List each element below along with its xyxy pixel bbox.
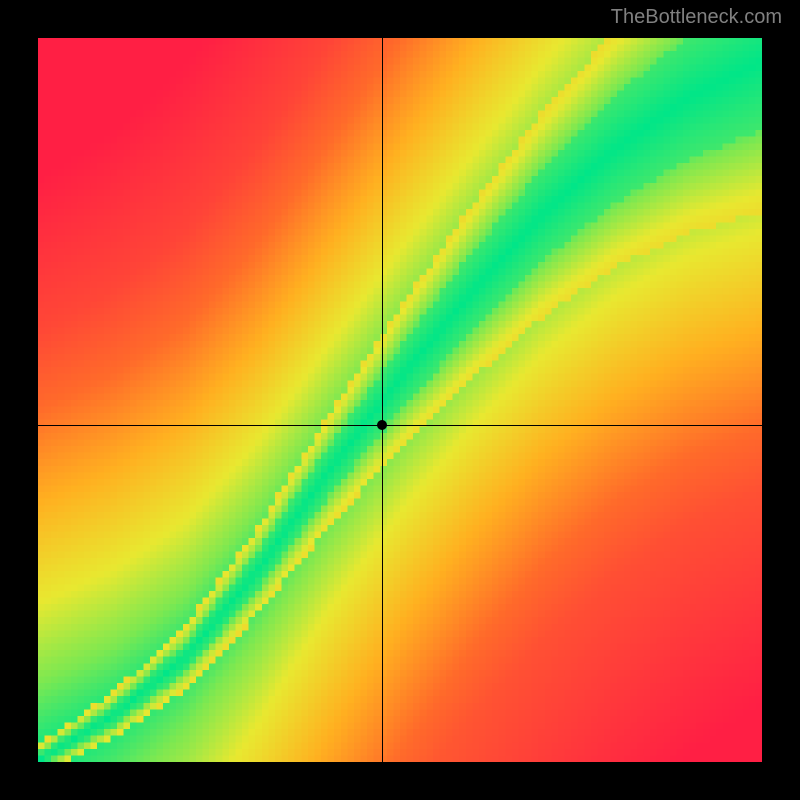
heatmap-canvas — [38, 38, 762, 762]
crosshair-horizontal — [38, 425, 762, 426]
watermark-text: TheBottleneck.com — [611, 6, 782, 29]
plot-area — [38, 38, 762, 762]
crosshair-vertical — [382, 38, 383, 762]
crosshair-marker — [377, 420, 387, 430]
